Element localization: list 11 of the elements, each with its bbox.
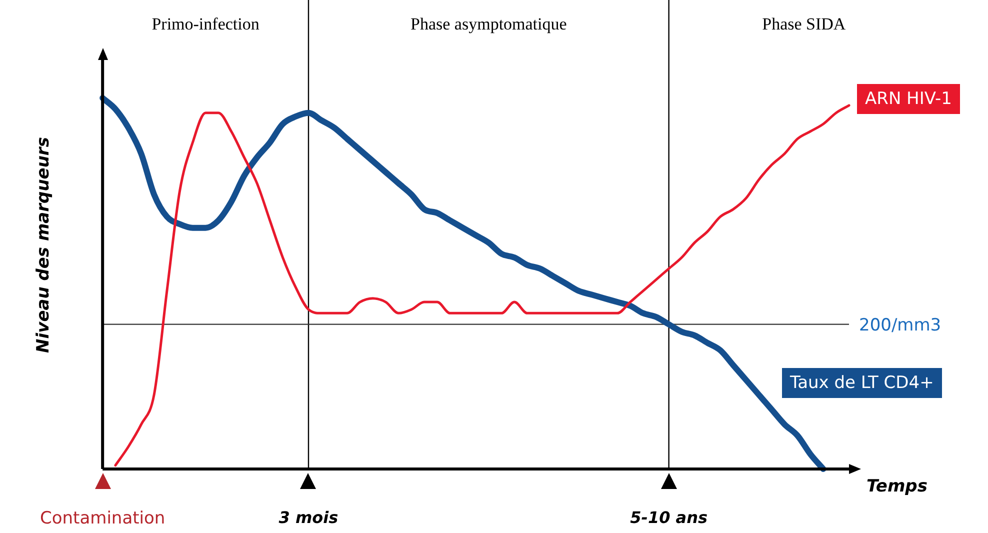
text: Phase SIDA <box>762 14 846 34</box>
series-label: ARN HIV-1 <box>857 84 960 114</box>
x-tick-label: 5-10 ans <box>630 508 708 527</box>
x-tick-label: Contamination <box>40 508 166 529</box>
series-label: Taux de LT CD4+ <box>782 368 942 398</box>
text: Primo-infection <box>152 14 260 34</box>
x-axis-title: Temps <box>866 476 928 496</box>
y-axis-title: Niveau des marqueurs <box>33 137 54 353</box>
text: Phase asymptomatique <box>410 14 567 34</box>
ref-line-label: 200/mm3 <box>859 316 942 336</box>
x-tick-label: 3 mois <box>278 508 338 527</box>
